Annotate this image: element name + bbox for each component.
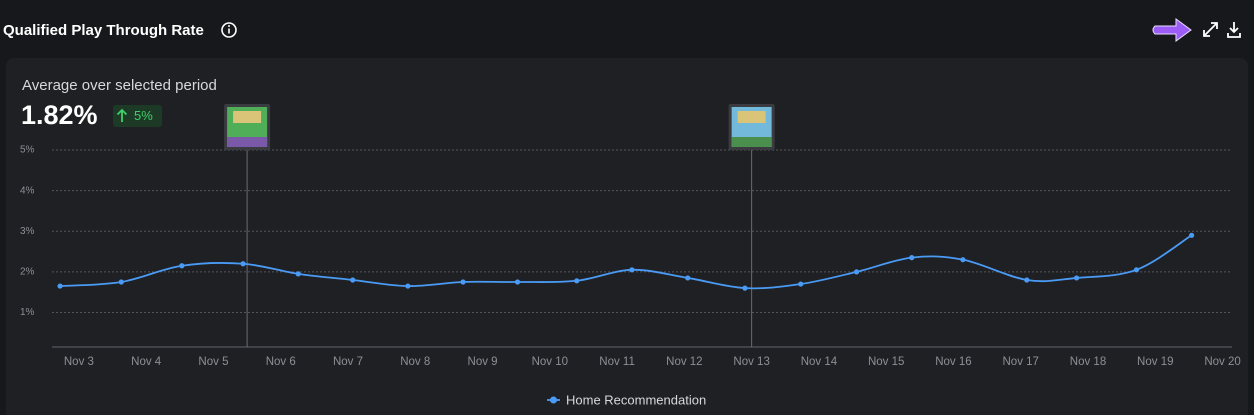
x-tick-label: Nov 7 [333, 356, 363, 368]
x-tick-label: Nov 8 [400, 356, 430, 368]
legend-dot [550, 396, 557, 404]
x-tick-label: Nov 5 [198, 356, 228, 368]
data-point [240, 261, 246, 267]
info-icon[interactable] [221, 22, 237, 38]
x-tick-label: Nov 18 [1070, 356, 1106, 368]
y-tick-label: 4% [20, 185, 35, 196]
expand-icon[interactable] [1203, 22, 1218, 37]
download-icon[interactable] [1227, 22, 1241, 38]
data-point [1073, 275, 1080, 281]
thumbnail-sign [233, 111, 262, 123]
x-tick-label: Nov 11 [599, 356, 635, 368]
pointer-arrow [1152, 18, 1192, 42]
change-badge [113, 105, 162, 127]
x-tick-label: Nov 6 [266, 356, 296, 368]
data-point [460, 279, 466, 285]
title: Qualified Play Through Rate [3, 22, 204, 39]
up-arrow [116, 108, 128, 122]
data-point [960, 257, 966, 263]
data-point [1189, 232, 1195, 238]
thumbnail-ground [227, 137, 268, 147]
data-point [742, 285, 748, 291]
data-point [405, 283, 411, 289]
summary-label: Average over selected period [22, 77, 217, 94]
x-tick-label: Nov 17 [1003, 356, 1039, 368]
change-value: 5% [134, 108, 153, 123]
x-tick-label: Nov 14 [801, 356, 838, 368]
x-tick-label: Nov 13 [733, 356, 769, 368]
data-point [574, 278, 580, 284]
y-tick-label: 3% [20, 226, 35, 237]
y-tick-label: 5% [20, 145, 35, 156]
data-point [1133, 267, 1140, 273]
summary-value: 1.82% [21, 100, 98, 130]
data-point [798, 281, 804, 287]
thumbnail-sign [737, 111, 766, 123]
x-tick-label: Nov 15 [868, 356, 904, 368]
data-point [118, 279, 124, 285]
x-tick-label: Nov 10 [532, 356, 568, 368]
x-tick-label: Nov 12 [666, 356, 702, 368]
y-tick-label: 1% [20, 307, 35, 318]
x-tick-label: Nov 3 [64, 356, 94, 368]
data-point [909, 255, 915, 261]
data-point [629, 267, 635, 273]
data-point [57, 283, 63, 289]
y-tick-label: 2% [20, 266, 35, 277]
x-tick-label: Nov 16 [935, 356, 971, 368]
data-point [1024, 277, 1030, 283]
legend-label: Home Recommendation [566, 392, 706, 407]
data-point [685, 275, 691, 281]
data-point [853, 269, 860, 275]
x-tick-label: Nov 4 [131, 356, 162, 368]
data-point [350, 277, 356, 283]
x-tick-label: Nov 20 [1204, 356, 1240, 368]
data-point [514, 279, 521, 285]
card [6, 58, 1248, 415]
data-point [179, 263, 185, 269]
thumbnail-ground [731, 137, 772, 147]
x-tick-label: Nov 9 [468, 356, 498, 368]
data-point [295, 271, 301, 277]
plot: 1% 2% 3% 4% 5% Nov 3 Nov 4 Nov 5 Nov 6 Nov 7 Nov 8… [20, 104, 1241, 407]
x-tick-label: Nov 19 [1137, 356, 1173, 368]
